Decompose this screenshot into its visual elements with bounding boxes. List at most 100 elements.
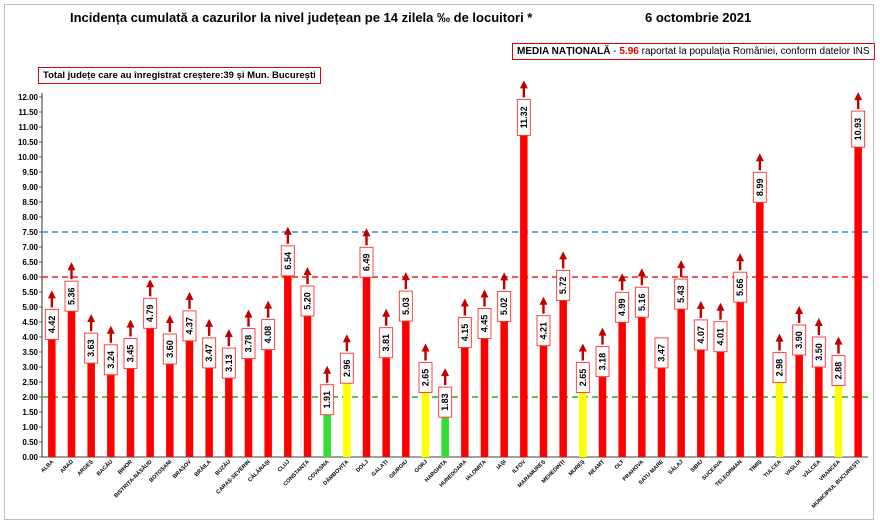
value-label: 4.99 (617, 299, 627, 317)
value-labels: 4.42 5.36 3.63 3.24 3.45 4.79 3.60 4.37 3.47 3.13… (44, 80, 866, 418)
increase-arrow-head (716, 302, 725, 311)
x-tick-label: IAȘI (496, 459, 508, 471)
value-label-box (477, 308, 492, 339)
bar (225, 363, 233, 457)
value-label-box (851, 110, 866, 148)
value-label-box (280, 245, 295, 277)
value-label-box (516, 98, 531, 136)
value-label: 3.78 (244, 335, 254, 353)
y-tick-label: 0.00 (22, 453, 38, 462)
increase-arrow-head (401, 272, 410, 281)
x-tick-label: SĂLAJ (667, 458, 685, 476)
bar (441, 402, 449, 457)
bar (795, 340, 803, 457)
x-tick-label: ARAD (59, 459, 74, 474)
y-tick-label: 10.50 (18, 138, 39, 147)
value-label: 3.24 (106, 351, 116, 369)
y-tick-label: 6.50 (22, 258, 38, 267)
y-tick-label: 5.50 (22, 288, 38, 297)
y-tick-label: 7.00 (22, 243, 38, 252)
increase-arrow-head (146, 279, 155, 288)
bar (166, 349, 174, 457)
value-label-box (615, 291, 630, 323)
value-label: 1.83 (440, 393, 450, 411)
y-tick-label: 8.50 (22, 198, 38, 207)
x-tick-label: DOLJ (355, 459, 370, 474)
increase-arrow-head (677, 260, 686, 269)
value-label-box (438, 386, 453, 418)
increase-arrow-head (736, 253, 745, 262)
bar (618, 307, 626, 457)
value-label: 8.99 (755, 179, 765, 197)
national-average-value: 5.96 (619, 46, 639, 57)
value-label: 2.88 (834, 362, 844, 380)
y-tick-label: 1.00 (22, 423, 38, 432)
x-tick-label: VÂLCEA (801, 458, 822, 479)
value-label-box (457, 317, 472, 348)
value-label-box (634, 286, 649, 318)
x-tick-label: BIHOR (117, 459, 134, 476)
bar (815, 352, 823, 457)
value-label-box (575, 362, 590, 393)
bar (539, 330, 548, 457)
increase-arrow-head (500, 272, 509, 281)
national-average-label: MEDIA NAȚIONALĂ (517, 46, 611, 57)
increase-arrow-head (87, 314, 96, 323)
bar (854, 129, 862, 457)
x-tick-label: BUZĂU (214, 458, 233, 477)
bar (244, 343, 253, 457)
value-label-box (162, 333, 177, 365)
value-label-box (595, 346, 610, 378)
x-tick-label: SIBIU (690, 459, 705, 474)
value-label-box (261, 319, 276, 351)
y-tick-label: 9.00 (22, 183, 38, 192)
value-label-box (103, 344, 118, 376)
y-tick-label: 8.00 (22, 213, 38, 222)
value-label: 3.60 (165, 340, 175, 358)
national-average-box: MEDIA NAȚIONALĂ - 5.96 raportat la popul… (512, 43, 875, 60)
increase-arrow-head (519, 80, 528, 89)
value-label: 3.45 (126, 345, 136, 363)
value-label-box (64, 280, 79, 312)
value-label-box (84, 332, 99, 364)
value-label: 2.98 (775, 359, 785, 377)
value-label: 3.47 (657, 344, 667, 362)
chart-frame (4, 4, 874, 520)
x-tick-label: GORJ (414, 459, 429, 474)
y-tick-label: 12.00 (18, 93, 39, 102)
increase-arrow-head (775, 333, 784, 342)
bar (657, 352, 666, 457)
value-label-box (398, 290, 413, 322)
bar (421, 377, 430, 457)
x-tick-label: NEAMȚ (588, 459, 607, 478)
y-tick-label: 3.50 (22, 348, 38, 357)
bars (48, 117, 862, 458)
national-average-text: raportat la populația României, conform … (638, 46, 870, 57)
y-tick-label: 5.00 (22, 303, 38, 312)
x-tick-label: MUREȘ (568, 459, 587, 478)
value-label-box (772, 352, 787, 384)
y-tick-label: 2.50 (22, 378, 38, 387)
value-label-box (831, 355, 846, 387)
increase-arrow-head (618, 273, 627, 282)
increase-arrow-head (67, 262, 76, 271)
y-axis: 0.00 0.50 1.00 1.50 2.00 2.50 3.00 3.50 4.00 4.50… (18, 93, 868, 462)
x-tick-label: ILFOV (512, 459, 528, 475)
bar (579, 377, 587, 457)
increase-arrow-head (421, 343, 430, 352)
value-label-box (654, 337, 669, 369)
value-label: 2.65 (421, 369, 431, 387)
y-tick-label: 9.50 (22, 168, 38, 177)
value-label-box (733, 271, 748, 303)
value-label: 3.63 (86, 339, 96, 357)
chart-date: 6 octombrie 2021 (645, 10, 752, 25)
value-label-box (792, 324, 807, 356)
growth-note: Total județe care au înregistrat creșter… (38, 67, 321, 84)
increase-arrow-head (559, 251, 568, 260)
value-label-box (811, 336, 826, 368)
x-tick-label: CARAȘ-SEVERIN (215, 459, 251, 495)
increase-arrow-head (323, 365, 332, 374)
increase-arrow-head (362, 228, 371, 237)
y-tick-label: 1.50 (22, 408, 38, 417)
increase-arrow-head (205, 318, 214, 327)
